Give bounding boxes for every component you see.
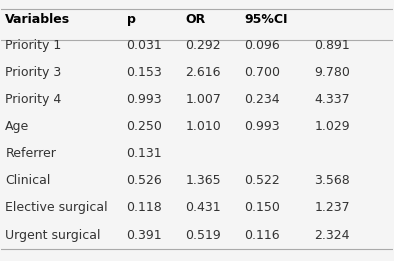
Text: 4.337: 4.337 (314, 93, 350, 106)
Text: Elective surgical: Elective surgical (5, 201, 108, 215)
Text: 0.431: 0.431 (185, 201, 221, 215)
Text: 0.993: 0.993 (126, 93, 162, 106)
Text: 1.365: 1.365 (185, 174, 221, 187)
Text: 2.324: 2.324 (314, 229, 350, 242)
Text: 0.292: 0.292 (185, 39, 221, 52)
Text: Age: Age (5, 120, 30, 133)
Text: 1.007: 1.007 (185, 93, 221, 106)
Text: 0.891: 0.891 (314, 39, 350, 52)
Text: 1.029: 1.029 (314, 120, 350, 133)
Text: 0.250: 0.250 (126, 120, 162, 133)
Text: 0.993: 0.993 (244, 120, 280, 133)
Text: Referrer: Referrer (5, 147, 56, 160)
Text: 0.116: 0.116 (244, 229, 280, 242)
Text: 2.616: 2.616 (185, 66, 221, 79)
Text: 0.522: 0.522 (244, 174, 280, 187)
Text: 0.131: 0.131 (126, 147, 162, 160)
Text: 1.237: 1.237 (314, 201, 350, 215)
Text: 0.519: 0.519 (185, 229, 221, 242)
Text: p: p (126, 13, 136, 26)
Text: 0.526: 0.526 (126, 174, 162, 187)
Text: 0.150: 0.150 (244, 201, 280, 215)
Text: Variables: Variables (5, 13, 71, 26)
Text: 95%CI: 95%CI (244, 13, 288, 26)
Text: Clinical: Clinical (5, 174, 51, 187)
Text: 0.096: 0.096 (244, 39, 280, 52)
Text: Urgent surgical: Urgent surgical (5, 229, 101, 242)
Text: 1.010: 1.010 (185, 120, 221, 133)
Text: 0.118: 0.118 (126, 201, 162, 215)
Text: OR: OR (185, 13, 206, 26)
Text: 0.700: 0.700 (244, 66, 280, 79)
Text: 0.031: 0.031 (126, 39, 162, 52)
Text: 0.391: 0.391 (126, 229, 162, 242)
Text: 0.153: 0.153 (126, 66, 162, 79)
Text: Priority 4: Priority 4 (5, 93, 61, 106)
Text: Priority 3: Priority 3 (5, 66, 61, 79)
Text: 0.234: 0.234 (244, 93, 280, 106)
Text: 3.568: 3.568 (314, 174, 350, 187)
Text: 9.780: 9.780 (314, 66, 350, 79)
Text: Priority 1: Priority 1 (5, 39, 61, 52)
